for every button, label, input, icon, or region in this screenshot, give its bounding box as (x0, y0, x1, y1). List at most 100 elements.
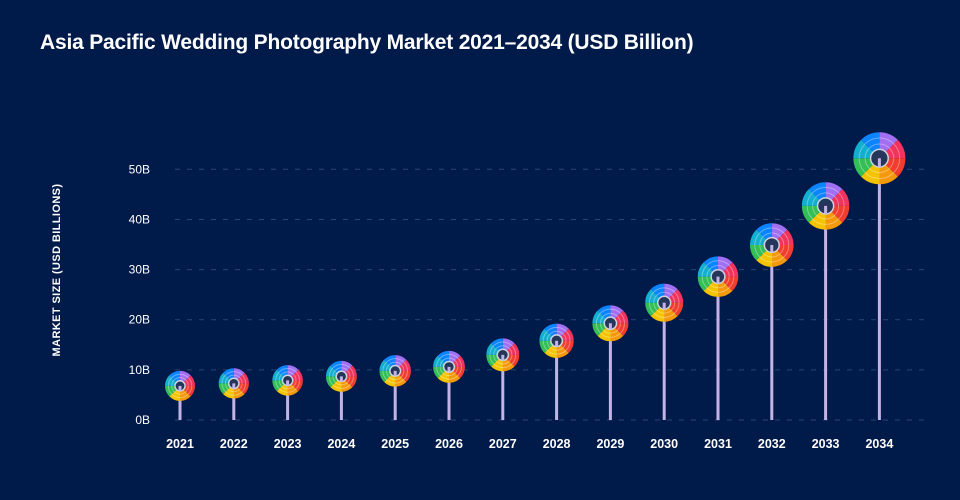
lollipop-2030 (645, 283, 684, 420)
lollipop-ring (595, 308, 625, 338)
y-axis-label: MARKET SIZE (USD BILLIONS) (51, 184, 63, 357)
lollipop-segment (808, 182, 826, 202)
lollipop-segment (325, 376, 339, 388)
x-tick-label: 2031 (704, 437, 732, 451)
lollipop-segment (325, 365, 339, 377)
lollipop-segment (544, 344, 557, 358)
lollipop-segment (650, 283, 665, 299)
y-tick-label: 50B (129, 162, 150, 176)
lollipop-segment (556, 323, 569, 338)
lollipop-segment (610, 326, 624, 342)
x-tick-label: 2028 (543, 437, 571, 451)
lollipop-ring (653, 291, 676, 314)
lollipop-segment (379, 359, 393, 371)
lollipop-segment (506, 343, 520, 355)
lollipop-ring (542, 326, 571, 355)
lollipop-segment (384, 355, 396, 368)
lollipop-ring (171, 377, 189, 395)
lollipop-ring (275, 367, 301, 393)
lollipop-segment (165, 375, 178, 386)
lollipop-ring (436, 353, 462, 380)
y-tick-label: 40B (129, 212, 150, 226)
lollipop-segment (218, 372, 231, 384)
lollipop-ring (328, 363, 354, 389)
x-tick-label: 2026 (435, 437, 463, 451)
lollipop-segment (853, 139, 875, 159)
lollipop-segment (344, 376, 357, 388)
lollipop-segment (801, 205, 821, 223)
y-tick-label: 20B (129, 313, 150, 327)
lollipop-segment (223, 386, 234, 399)
lollipop-2024 (325, 360, 357, 420)
lollipop-segment (592, 323, 607, 336)
lollipop-segment (861, 132, 880, 154)
lollipop-segment (395, 355, 407, 368)
lollipop-2025 (379, 355, 411, 420)
y-tick-label: 30B (129, 263, 150, 277)
lollipop-segment (650, 306, 665, 322)
x-tick-label: 2025 (381, 437, 409, 451)
lollipop-segment (597, 305, 611, 320)
lollipop-segment (853, 158, 875, 177)
lollipop-ring (858, 137, 901, 180)
lollipop-segment (884, 139, 906, 159)
lollipop-segment (223, 368, 234, 381)
lollipop-ring (599, 312, 621, 334)
lollipop-ring (489, 341, 517, 369)
x-tick-label: 2023 (274, 437, 302, 451)
lollipop-segment (169, 370, 180, 383)
lollipop-segment (486, 354, 500, 367)
lollipop-segment (825, 210, 843, 230)
lollipop-segment (433, 355, 446, 367)
lollipop-segment (272, 369, 285, 381)
lollipop-segment (830, 205, 850, 223)
x-tick-label: 2021 (166, 437, 194, 451)
lollipop-segment (287, 365, 299, 378)
lollipop-segment (384, 373, 396, 387)
lollipop-segment (556, 344, 569, 358)
x-tick-label: 2032 (758, 437, 786, 451)
lollipop-2028 (539, 323, 574, 420)
lollipop-ring (754, 227, 790, 263)
lollipop-segment (341, 379, 353, 392)
lollipop-segment (502, 338, 515, 352)
lollipop-ring (386, 361, 405, 381)
lollipop-segment (276, 383, 288, 396)
lollipop-segment (452, 355, 465, 367)
lollipop-segment (180, 388, 191, 401)
lollipop-ring (224, 374, 243, 393)
x-tick-label: 2034 (865, 437, 893, 451)
lollipop-segment (218, 383, 231, 395)
lollipop-segment (771, 223, 788, 241)
lollipop-segment (539, 328, 554, 341)
lollipop-ring (648, 287, 680, 319)
lollipop-segment (861, 163, 880, 185)
lollipop-segment (884, 158, 906, 177)
y-tick-label: 0B (135, 413, 150, 427)
lollipop-segment (398, 370, 411, 382)
lollipop-2033 (801, 182, 850, 420)
lollipop-segment (718, 256, 733, 273)
x-tick-label: 2022 (220, 437, 248, 451)
chart-title: Asia Pacific Wedding Photography Market … (40, 31, 694, 54)
lollipop-segment (452, 366, 465, 379)
lollipop-segment (236, 372, 249, 384)
lollipop-2027 (486, 338, 520, 420)
x-tick-label: 2024 (327, 437, 355, 451)
lollipop-segment (879, 132, 898, 154)
lollipop-segment (560, 328, 574, 341)
lollipop-ring (806, 186, 845, 225)
lollipop-segment (169, 388, 180, 401)
lollipop-segment (597, 326, 611, 342)
lollipop-segment (825, 182, 843, 202)
lollipop-segment (330, 379, 342, 392)
lollipop-ring (546, 330, 567, 351)
lollipop-segment (560, 340, 574, 353)
x-tick-label: 2030 (650, 437, 678, 451)
lollipop-segment (756, 249, 772, 267)
lollipop-segment (233, 368, 245, 381)
lollipop-segment (664, 283, 678, 299)
lollipop-segment (180, 370, 191, 383)
lollipop-2032 (749, 223, 794, 420)
lollipop-segment (613, 323, 629, 336)
